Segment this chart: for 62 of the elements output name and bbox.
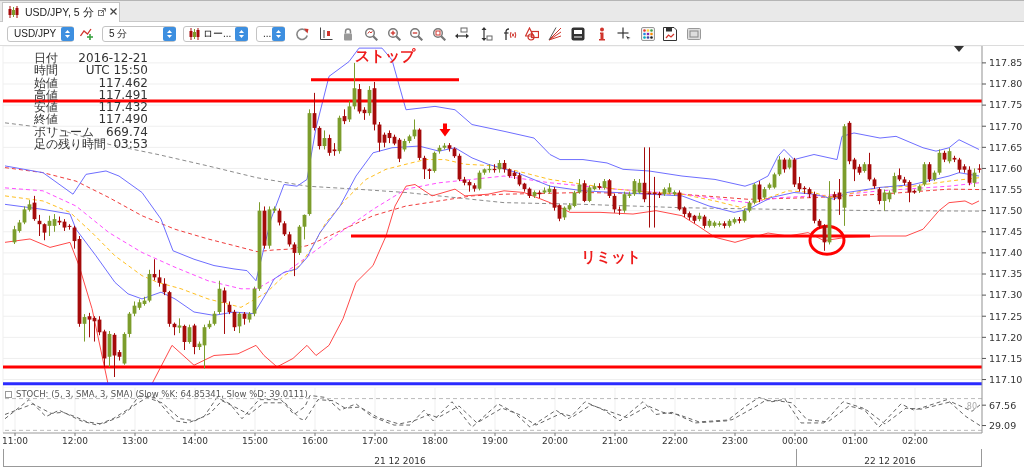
dropdown: USD/JPY (7, 26, 74, 42)
x-tick-label: 22:00 (662, 436, 689, 447)
annotation: 117.490 (98, 112, 148, 127)
x-tick-label: 14:00 (182, 436, 209, 447)
x-tick-label: 18:00 (422, 436, 449, 447)
candlestick (87, 312, 92, 338)
dropdown: ... (256, 26, 285, 42)
y-tick-label: 117.20 (989, 331, 1023, 343)
y-tick-label: 117.40 (989, 247, 1023, 259)
y-tick-label: 117.35 (989, 268, 1023, 280)
x-tick-label: 17:00 (362, 436, 389, 447)
annotation: 終値 (34, 112, 58, 127)
x-tick-label: 12:00 (62, 436, 89, 447)
y-tick-label: 117.75 (989, 99, 1023, 111)
y-tick-label: 117.65 (989, 141, 1023, 153)
x-tick-label: 16:00 (302, 436, 329, 447)
ref-line-label: 80 (966, 402, 977, 412)
y-tick-label: 67.56 (989, 399, 1017, 411)
y-tick-label: 117.25 (989, 310, 1023, 322)
y-tick-label: 117.60 (989, 162, 1023, 174)
annotation: 117.432 (98, 100, 148, 114)
annotation: 安値 (34, 100, 58, 114)
annotation: 2016-12-21 (78, 51, 148, 65)
text: 22 12 2016 (864, 456, 916, 466)
y-tick-label: 117.70 (989, 120, 1023, 132)
y-tick-label: 117.85 (989, 57, 1023, 69)
tab: USD/JPY, 5 分 (2, 2, 120, 22)
y-tick-label: 29.09 (989, 419, 1017, 431)
y-tick-label: 117.80 (989, 78, 1023, 90)
annotation: ボリューム (34, 124, 94, 139)
y-tick-label: 117.45 (989, 226, 1023, 238)
x-tick-label: 15:00 (242, 436, 269, 447)
dropdown: ロー... (183, 26, 248, 42)
annotation: 117.491 (98, 87, 148, 102)
annotation: 03:53 (113, 136, 148, 151)
annotation: 時間 (34, 63, 58, 78)
annotation: UTC 15:50 (85, 63, 148, 78)
dropdown: 5 分 (102, 26, 176, 42)
annotation: リミット (580, 247, 641, 266)
x-tick-label: 11:00 (2, 436, 29, 447)
y-tick-label: 117.50 (989, 205, 1023, 217)
annotation: ストップ (355, 46, 415, 65)
x-tick-label: 02:00 (902, 436, 929, 447)
chart-title: STOCH: (5, 3, SMA, 3, SMA) (Slow %K: 64.85341, Slow %D: 39.0111) (16, 389, 308, 400)
text: 21 12 2016 (374, 456, 426, 466)
annotation: 117.462 (98, 75, 148, 90)
x-tick-label: 21:00 (602, 436, 629, 447)
y-tick-label: 117.30 (989, 289, 1023, 301)
y-tick-label: 117.10 (989, 373, 1023, 385)
x-tick-label: 20:00 (542, 436, 569, 447)
annotation: 日付 (34, 51, 58, 65)
x-tick-label: 13:00 (122, 436, 149, 447)
x-tick-label: 23:00 (722, 436, 749, 447)
annotation: 669.74 (106, 124, 148, 139)
line-series (4, 167, 980, 253)
y-tick-label: 117.55 (989, 183, 1023, 195)
x-tick-label: 19:00 (482, 436, 509, 447)
x-tick-label: 01:00 (842, 436, 869, 447)
y-tick-label: 117.15 (989, 352, 1023, 364)
annotation: 始値 (34, 75, 58, 90)
x-tick-label: 00:00 (782, 436, 809, 447)
chart-title: USD/JPY, 5 分 (25, 6, 94, 19)
